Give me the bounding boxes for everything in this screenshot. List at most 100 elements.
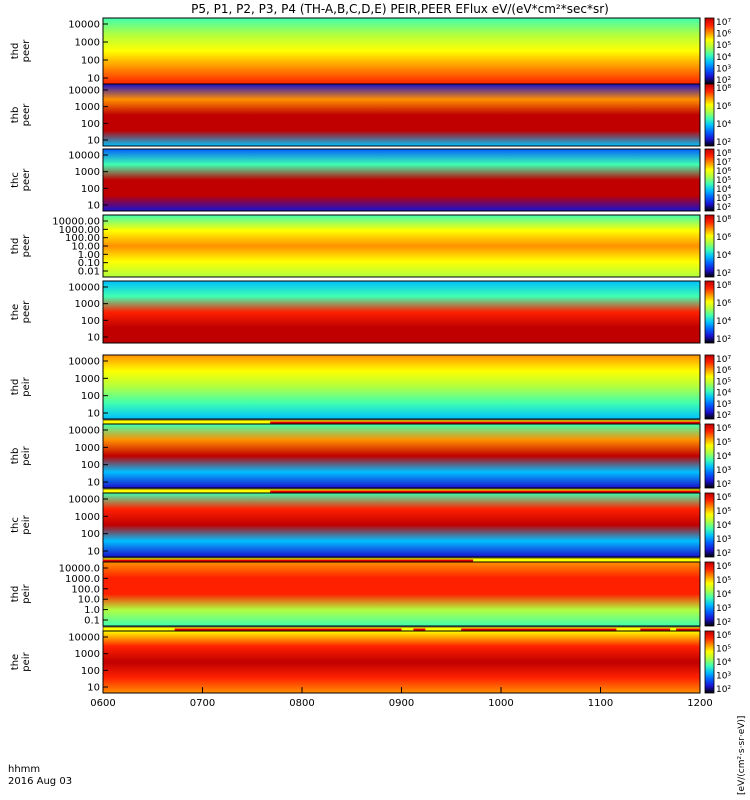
colorbar-tick-label: 10⁵ <box>716 645 731 655</box>
y-tick-label: 10 <box>87 409 100 420</box>
state-bar-segment <box>413 628 426 632</box>
colorbar-tick-label: 10² <box>716 335 731 345</box>
colorbar-tick-label: 10³ <box>716 535 731 545</box>
colorbar-tick-label: 10⁶ <box>716 493 731 503</box>
colorbar-tick-label: 10² <box>716 76 731 86</box>
colorbar-tick-label: 10⁴ <box>716 120 731 130</box>
y-tick-label: 100.00 <box>65 233 100 244</box>
colorbar-tick-label: 10² <box>716 411 731 421</box>
colorbar-tick-label: 10³ <box>716 194 731 204</box>
colorbar-tick-label: 10⁴ <box>716 317 731 327</box>
colorbar-tick-label: 10⁶ <box>716 299 731 309</box>
y-tick-label: 10000 <box>68 20 100 31</box>
spectrogram-image <box>103 281 700 343</box>
panel-8: 10 100 1000 10000 thcpeir 10² 10³ 10⁴ 10⁵ 10⁶ <box>10 492 731 565</box>
y-tick-label: 10 <box>87 683 100 694</box>
spectrogram-image <box>103 18 700 84</box>
colorbar-tick-label: 10³ <box>716 604 731 614</box>
colorbar-tick-label: 10⁵ <box>716 41 731 51</box>
colorbar-tick-label: 10² <box>716 269 731 279</box>
y-tick-label: 1.0 <box>84 605 100 616</box>
panel-y-label: thdpeer <box>10 234 32 258</box>
colorbar-tick-label: 10³ <box>716 672 731 682</box>
colorbar-tick-label: 10² <box>716 138 731 148</box>
panel-3: 10 100 1000 10000 thcpeer 10²10³10⁴10⁵10⁶10⁷1… <box>10 148 731 213</box>
colorbar-tick-label: 10⁶ <box>716 562 731 572</box>
x-tick-label: 1000 <box>488 698 513 709</box>
panel-frame <box>102 280 701 344</box>
colorbar <box>704 630 715 694</box>
colorbar-tick-label: 10⁷ <box>716 158 731 168</box>
colorbar-tick-label: 10³ <box>716 64 731 74</box>
colorbar-tick-label: 10³ <box>716 400 731 410</box>
y-tick-label: 10000 <box>68 426 100 437</box>
spectrogram-image <box>103 355 700 419</box>
colorbar <box>704 83 715 147</box>
spectrogram-image <box>103 562 700 626</box>
time-axis-label-hhmm: hhmm <box>8 764 40 775</box>
y-tick-label: 1000.0 <box>65 574 100 585</box>
colorbar <box>704 280 715 344</box>
colorbar-tick-label: 10⁶ <box>716 424 731 434</box>
y-tick-label: 1000 <box>75 299 100 310</box>
spectrogram-image <box>103 84 700 146</box>
panel-y-label: thdpeir <box>10 583 32 603</box>
y-tick-label: 10000.0 <box>59 564 100 575</box>
colorbar-tick-label: 10⁵ <box>716 377 731 387</box>
panel-y-label: thcpeer <box>10 168 32 192</box>
state-bar-segment <box>174 628 402 632</box>
spectrogram-image <box>103 149 700 211</box>
colorbar-tick-label: 10² <box>716 685 731 695</box>
y-tick-label: 1.00 <box>78 250 100 261</box>
y-tick-label: 100 <box>81 666 100 677</box>
colorbar-tick-label: 10⁵ <box>716 507 731 517</box>
x-tick-label: 1200 <box>687 698 712 709</box>
colorbar-tick-label: 10⁸ <box>716 281 731 291</box>
y-tick-label: 100.0 <box>71 584 100 595</box>
colorbar-tick-label: 10⁴ <box>716 389 731 399</box>
spectrogram-image <box>103 215 700 277</box>
y-tick-label: 100 <box>81 391 100 402</box>
state-bar-segment <box>103 559 474 563</box>
panel-frame <box>102 492 701 558</box>
colorbar-tick-label: 10⁶ <box>716 167 731 177</box>
y-tick-label: 10.00 <box>71 242 100 253</box>
colorbar-tick-label: 10⁵ <box>716 176 731 186</box>
panel-7: 10 100 1000 10000 thbpeir 10² 10³ 10⁴ 10⁵ 10⁶ <box>10 423 731 496</box>
panel-frame <box>102 423 701 489</box>
colorbar <box>704 492 715 558</box>
y-tick-label: 10000 <box>68 357 100 368</box>
y-tick-label: 10 <box>87 333 100 344</box>
colorbar-tick-label: 10⁶ <box>716 102 731 112</box>
y-tick-label: 10.0 <box>78 595 100 606</box>
y-tick-label: 1000 <box>75 512 100 523</box>
y-tick-label: 1000 <box>75 102 100 113</box>
panel-2: 10 100 1000 10000 thbpeer 10² 10⁴ 10⁶ 10⁸ <box>10 83 731 148</box>
state-bar-segment <box>270 490 700 494</box>
y-tick-label: 100 <box>81 460 100 471</box>
colorbar-tick-label: 10⁸ <box>716 149 731 159</box>
state-bar-segment <box>461 628 617 632</box>
panel-frame <box>102 561 701 627</box>
colorbar <box>704 354 715 420</box>
colorbar-tick-label: 10² <box>716 480 731 490</box>
colorbar-tick-label: 10⁴ <box>716 658 731 668</box>
y-tick-label: 100 <box>81 316 100 327</box>
panel-y-label: thepeir <box>10 651 32 671</box>
panel-5: 10 100 1000 10000 thepeer 10² 10⁴ 10⁶ 10⁸ <box>10 280 731 345</box>
y-tick-label: 0.10 <box>78 258 100 269</box>
y-tick-label: 10 <box>87 136 100 147</box>
y-tick-label: 1000 <box>75 443 100 454</box>
panel-stack: 10100100010000thdpeer10²10³10⁴10⁵10⁶10⁷1… <box>10 17 731 695</box>
panel-frame <box>102 354 701 420</box>
state-bar-segment <box>270 421 700 425</box>
figure-title: P5, P1, P2, P3, P4 (TH-A,B,C,D,E) PEIR,P… <box>191 2 609 16</box>
panel-y-label: thdpeer <box>10 39 32 63</box>
y-tick-label: 1000.00 <box>59 225 100 236</box>
colorbar-tick-label: 10² <box>716 618 731 628</box>
colorbar-tick-label: 10⁶ <box>716 30 731 40</box>
y-tick-label: 1000 <box>75 167 100 178</box>
y-tick-label: 10 <box>87 201 100 212</box>
